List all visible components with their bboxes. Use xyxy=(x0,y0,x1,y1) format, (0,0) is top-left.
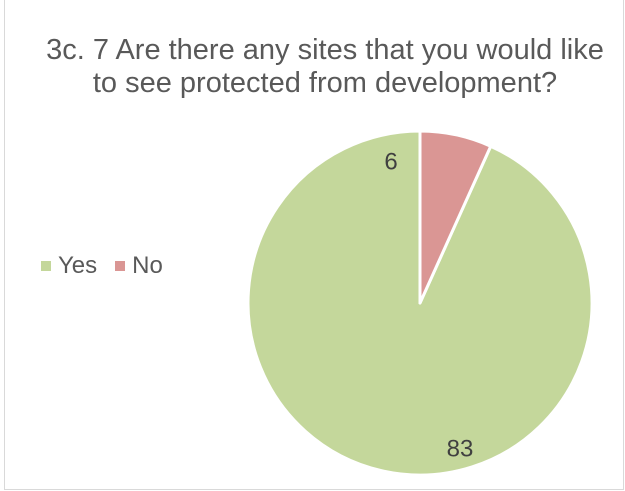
data-label-no: 6 xyxy=(384,148,397,175)
pie-chart: 83 6 xyxy=(246,129,594,477)
legend: Yes No xyxy=(41,252,181,280)
legend-swatch-no xyxy=(115,261,126,271)
chart-area: 83 6 3c. 7 Are there any sites that you w… xyxy=(4,0,624,490)
pie-slices xyxy=(246,129,594,477)
chart-title: 3c. 7 Are there any sites that you would… xyxy=(46,34,604,99)
legend-item-yes: Yes xyxy=(41,252,97,280)
pie-labels: 83 6 xyxy=(384,148,473,462)
legend-label-no: No xyxy=(132,252,163,279)
legend-item-no: No xyxy=(115,252,163,280)
pie-slice-no xyxy=(418,129,493,305)
legend-label-yes: Yes xyxy=(58,252,98,279)
legend-swatch-yes xyxy=(41,261,51,271)
data-label-yes: 83 xyxy=(447,435,474,462)
